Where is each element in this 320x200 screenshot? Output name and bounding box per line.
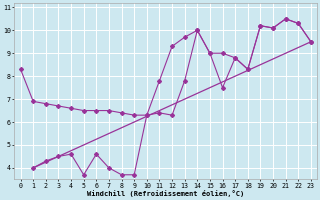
X-axis label: Windchill (Refroidissement éolien,°C): Windchill (Refroidissement éolien,°C) bbox=[87, 190, 244, 197]
